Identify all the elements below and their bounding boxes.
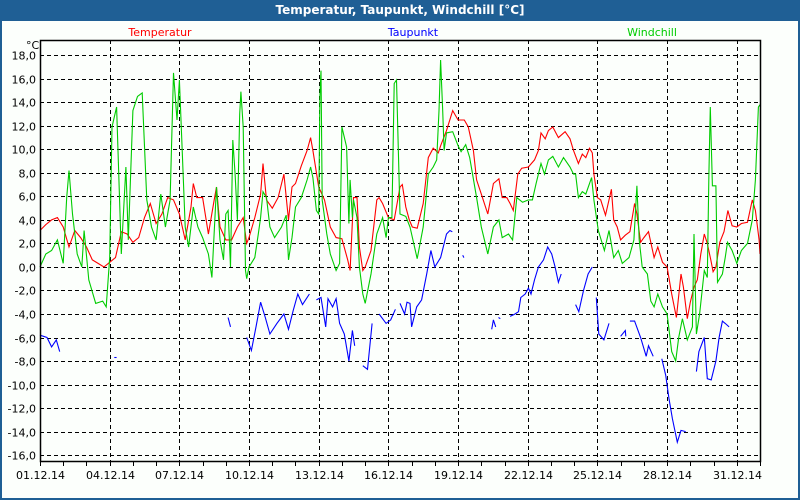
series-line-taupunkt: [246, 292, 310, 353]
series-line-taupunkt: [695, 320, 730, 381]
x-tick-label: 19.12.14: [434, 469, 483, 482]
y-tick-label: -6,0: [15, 333, 36, 346]
series-line-taupunkt: [462, 254, 465, 258]
y-tick-label: 10,0: [12, 144, 37, 157]
plot-frame: [39, 39, 762, 463]
series-line-taupunkt: [575, 266, 593, 314]
x-tick-label: 01.12.14: [16, 469, 65, 482]
x-tick-label: 10.12.14: [225, 469, 274, 482]
y-tick-label: 16,0: [12, 74, 37, 87]
chart-panel: 18,0 16,0 14,0 12,0 10,0 8,0 6,0 4,0 2,0 0,0 -2,0 -…: [2, 21, 798, 498]
series-line-taupunkt: [498, 317, 501, 320]
y-tick-label: 12,0: [12, 121, 37, 134]
x-tick-label: 22.12.14: [504, 469, 553, 482]
y-tick-label: 18,0: [12, 50, 37, 63]
series-line-taupunkt: [661, 358, 686, 445]
grid: [40, 40, 760, 461]
y-tick-label: 14,0: [12, 97, 37, 110]
series-lines: [39, 59, 761, 445]
series-line-taupunkt: [491, 319, 497, 330]
series-line-taupunkt: [595, 297, 610, 342]
series-line-taupunkt: [509, 245, 562, 317]
y-axis-unit: °C: [26, 39, 40, 52]
legend-item-windchill: Windchill: [627, 26, 677, 39]
y-tick-label: -12,0: [8, 403, 36, 416]
axes: 18,0 16,0 14,0 12,0 10,0 8,0 6,0 4,0 2,0 0,0 -2,0 -…: [8, 39, 762, 482]
legend: Temperatur Taupunkt Windchill: [127, 26, 677, 39]
y-tick-label: 2,0: [19, 238, 37, 251]
x-tick-label: 07.12.14: [155, 469, 204, 482]
legend-item-temperatur: Temperatur: [127, 26, 192, 39]
series-line-taupunkt: [316, 296, 356, 362]
window-title: Temperatur, Taupunkt, Windchill [°C]: [275, 3, 525, 17]
series-line-taupunkt: [39, 334, 61, 352]
y-tick-label: -14,0: [8, 427, 36, 440]
series-line-temperatur: [39, 109, 761, 319]
x-tick-label: 13.12.14: [295, 469, 344, 482]
y-tick-label: -2,0: [15, 285, 36, 298]
x-tick-label: 28.12.14: [643, 469, 692, 482]
x-tick-label: 04.12.14: [86, 469, 135, 482]
series-line-taupunkt: [378, 309, 396, 325]
y-tick-label: -10,0: [8, 380, 36, 393]
legend-item-taupunkt: Taupunkt: [387, 26, 439, 39]
y-tick-label: -16,0: [8, 450, 36, 463]
series-line-windchill: [39, 59, 761, 364]
series-line-taupunkt: [362, 323, 373, 371]
y-tick-label: 0,0: [19, 262, 37, 275]
x-tick-label: 31.12.14: [713, 469, 762, 482]
series-line-taupunkt: [620, 329, 627, 337]
y-tick-label: 8,0: [19, 168, 37, 181]
y-tick-label: 6,0: [19, 191, 37, 204]
series-line-taupunkt: [227, 317, 232, 328]
y-tick-label: -4,0: [15, 309, 36, 322]
series-line-taupunkt: [399, 229, 453, 328]
y-tick-label: -8,0: [15, 356, 36, 369]
x-tick-label: 16.12.14: [364, 469, 413, 482]
y-tick-label: 4,0: [19, 215, 37, 228]
line-chart: 18,0 16,0 14,0 12,0 10,0 8,0 6,0 4,0 2,0 0,0 -2,0 -…: [8, 26, 762, 482]
x-tick-label: 25.12.14: [573, 469, 622, 482]
series-line-taupunkt: [629, 320, 654, 357]
